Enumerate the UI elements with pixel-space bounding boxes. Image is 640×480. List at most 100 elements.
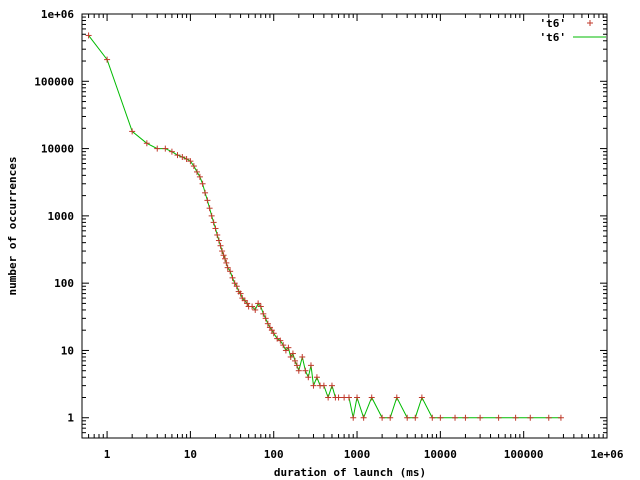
data-point-plus bbox=[289, 350, 296, 357]
data-point-plus bbox=[179, 153, 186, 160]
x-tick-label: 100 bbox=[264, 448, 284, 461]
data-point-plus bbox=[393, 394, 400, 401]
data-point-plus bbox=[174, 152, 181, 159]
data-point-plus bbox=[196, 173, 203, 180]
data-point-plus bbox=[85, 32, 92, 39]
data-point-plus bbox=[233, 283, 240, 290]
y-tick-label: 1000 bbox=[48, 210, 75, 223]
data-point-plus bbox=[249, 303, 256, 310]
legend-label-points: 't6' bbox=[540, 17, 567, 30]
data-point-plus bbox=[244, 300, 251, 307]
data-point-plus bbox=[387, 414, 394, 421]
data-point-plus bbox=[224, 264, 231, 271]
data-point-plus bbox=[252, 306, 259, 313]
data-point-plus bbox=[305, 374, 312, 381]
data-point-plus bbox=[280, 342, 287, 349]
legend-label-line: 't6' bbox=[540, 31, 567, 44]
data-point-plus bbox=[219, 248, 226, 255]
data-point-plus bbox=[287, 353, 294, 360]
data-point-plus bbox=[379, 414, 386, 421]
x-axis-label: duration of launch (ms) bbox=[274, 466, 426, 479]
data-point-plus bbox=[154, 145, 161, 152]
ticks-layer: 1 10 100 1000 10000 100000 1e+06 1 10 100 1000 1000… bbox=[34, 8, 624, 461]
data-point-plus bbox=[217, 242, 224, 249]
x-tick-label: 100000 bbox=[504, 448, 544, 461]
data-point-plus bbox=[285, 344, 292, 351]
data-point-plus bbox=[557, 414, 564, 421]
data-point-plus bbox=[328, 382, 335, 389]
series-line-t6 bbox=[88, 35, 561, 420]
data-point-plus bbox=[527, 414, 534, 421]
data-point-plus bbox=[462, 414, 469, 421]
data-point-plus bbox=[206, 205, 213, 212]
y-tick-label: 10000 bbox=[41, 143, 74, 156]
data-point-plus bbox=[221, 255, 228, 262]
y-tick-label: 1e+06 bbox=[41, 8, 74, 21]
x-tick-label: 10 bbox=[184, 448, 197, 461]
data-point-plus bbox=[452, 414, 459, 421]
data-point-plus bbox=[262, 315, 269, 322]
data-point-plus bbox=[202, 189, 209, 196]
data-point-plus bbox=[223, 259, 230, 266]
data-point-plus bbox=[257, 303, 264, 310]
data-point-plus bbox=[437, 414, 444, 421]
data-point-plus bbox=[293, 362, 300, 369]
data-point-plus bbox=[368, 394, 375, 401]
x-tick-label: 1000 bbox=[344, 448, 371, 461]
data-point-plus bbox=[313, 374, 320, 381]
data-point-plus bbox=[360, 414, 367, 421]
data-point-plus bbox=[199, 180, 206, 187]
data-point-plus bbox=[255, 300, 262, 307]
data-point-plus bbox=[229, 274, 236, 281]
data-point-plus bbox=[193, 168, 200, 175]
data-point-plus bbox=[212, 225, 219, 232]
data-point-plus bbox=[214, 231, 221, 238]
x-tick-label: 1 bbox=[104, 448, 111, 461]
data-point-plus bbox=[274, 335, 281, 342]
data-point-plus bbox=[412, 414, 419, 421]
data-point-plus bbox=[295, 367, 302, 374]
data-point-plus bbox=[227, 268, 234, 275]
data-point-plus bbox=[512, 414, 519, 421]
data-point-plus bbox=[354, 394, 361, 401]
data-point-plus bbox=[270, 330, 277, 337]
data-point-plus bbox=[268, 327, 275, 334]
data-point-plus bbox=[418, 394, 425, 401]
data-point-plus bbox=[143, 140, 150, 147]
series-layer bbox=[85, 32, 564, 421]
data-point-plus bbox=[237, 290, 244, 297]
data-point-plus bbox=[210, 219, 217, 226]
data-point-plus bbox=[350, 414, 357, 421]
data-point-plus bbox=[231, 280, 238, 287]
data-point-plus bbox=[104, 56, 111, 63]
data-point-plus bbox=[310, 382, 317, 389]
data-point-plus bbox=[545, 414, 552, 421]
data-point-plus bbox=[264, 320, 271, 327]
data-point-plus bbox=[429, 414, 436, 421]
data-point-plus bbox=[187, 158, 194, 165]
y-tick-label: 1 bbox=[67, 412, 74, 425]
data-point-plus bbox=[168, 148, 175, 155]
data-point-plus bbox=[320, 382, 327, 389]
data-point-plus bbox=[307, 362, 314, 369]
data-point-plus bbox=[220, 252, 227, 259]
data-point-plus bbox=[302, 367, 309, 374]
data-point-plus bbox=[477, 414, 484, 421]
data-point-plus bbox=[129, 128, 136, 135]
data-point-plus bbox=[215, 237, 222, 244]
data-point-plus bbox=[277, 337, 284, 344]
data-point-plus bbox=[260, 310, 267, 317]
y-axis-label: number of occurrences bbox=[6, 156, 19, 295]
legend-marker-plus bbox=[587, 20, 593, 26]
data-point-plus bbox=[335, 394, 342, 401]
y-tick-label: 100000 bbox=[34, 75, 74, 88]
x-tick-label: 10000 bbox=[424, 448, 457, 461]
x-tick-label: 1e+06 bbox=[590, 448, 623, 461]
data-point-plus bbox=[325, 394, 332, 401]
plot-frame bbox=[81, 13, 608, 439]
legend: 't6' 't6' bbox=[540, 17, 606, 44]
data-point-plus bbox=[495, 414, 502, 421]
data-point-plus bbox=[204, 197, 211, 204]
y-tick-label: 100 bbox=[54, 277, 74, 290]
